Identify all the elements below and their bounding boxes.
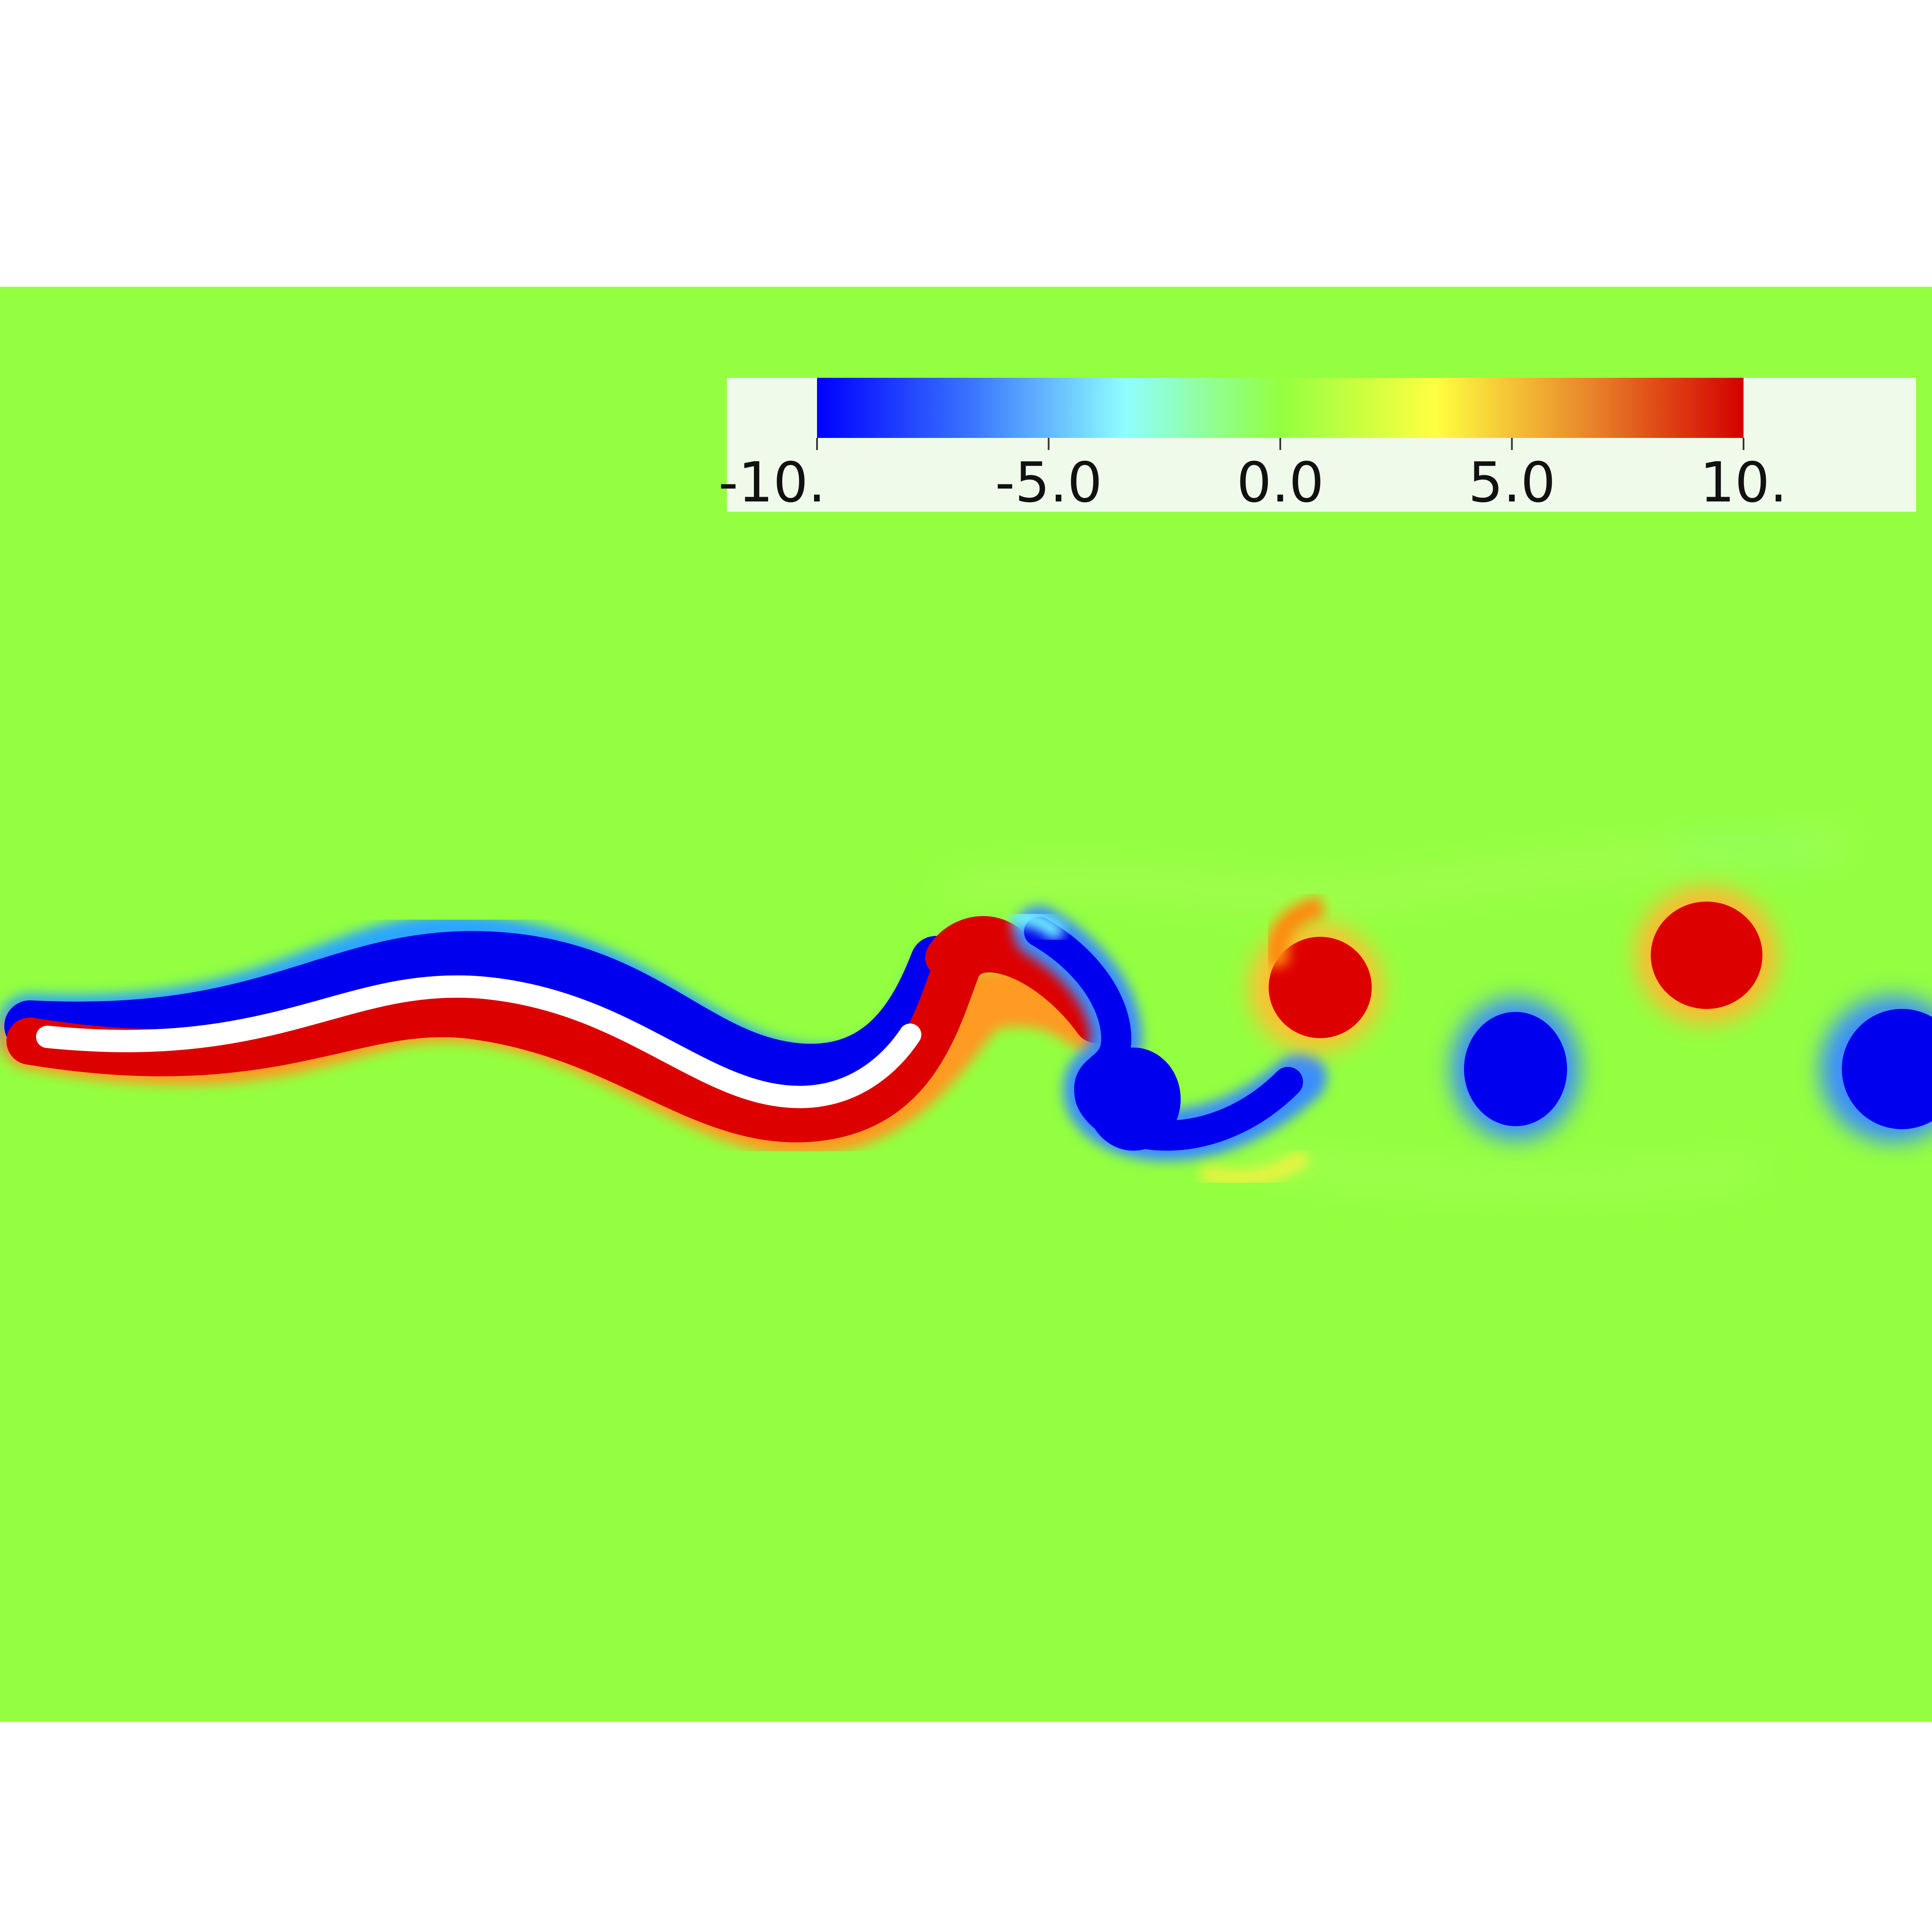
colorbar-legend: -10. -5.0 0.0 5.0 10. [718,378,1916,515]
colorbar-tick-label: -5.0 [995,451,1103,515]
colorbar-tick-label: 5.0 [1468,451,1556,515]
tail-vortex [1011,906,1327,1187]
colorbar-tick-label: 10. [1700,451,1787,515]
colorbar-tick-label: 0.0 [1236,451,1324,515]
fish-body [36,975,921,1109]
colorbar-gradient [817,378,1744,438]
wake-streaks [943,833,1847,1192]
positive-vortex-2 [1651,902,1762,1009]
colorbar-ticks: -10. -5.0 0.0 5.0 10. [718,438,1787,515]
vortex-street [1249,887,1932,1142]
negative-vortex-1 [1464,1012,1567,1126]
negative-vorticity-layer [4,931,962,1096]
positive-vortex-1 [1269,937,1372,1038]
body-vorticity [0,914,1129,1156]
colorbar-tick-label: -10. [718,451,826,515]
negative-vortex-2 [1842,1009,1932,1129]
